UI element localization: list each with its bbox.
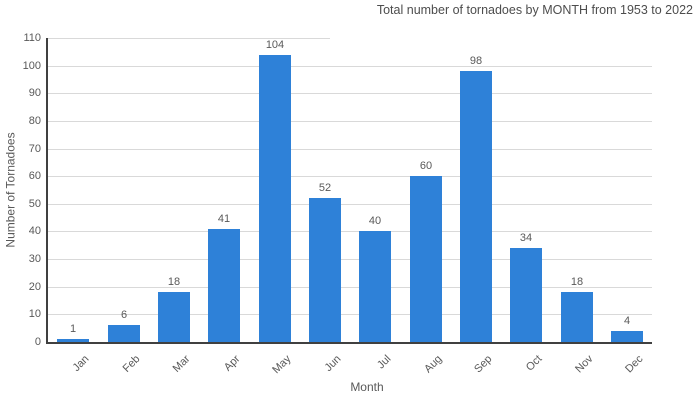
y-tick-label-100: 100 <box>22 60 41 72</box>
x-axis-title: Month <box>350 380 384 394</box>
bar-value-label-sep: 98 <box>469 55 483 67</box>
gridline-100 <box>48 66 652 67</box>
y-tick-label-110: 110 <box>23 32 41 44</box>
bar-oct <box>510 248 542 342</box>
chart-title: Total number of tornadoes by MONTH from … <box>376 3 693 17</box>
y-tick-label-10: 10 <box>28 308 41 320</box>
x-tick-label-dec: Dec <box>623 353 646 376</box>
x-axis-line <box>46 342 652 344</box>
y-tick-label-20: 20 <box>28 281 41 293</box>
gridline-80 <box>48 121 652 122</box>
gridline-40 <box>48 231 652 232</box>
gridline-70 <box>48 149 652 150</box>
x-tick-label-jan: Jan <box>70 353 92 375</box>
gridline-90 <box>48 93 652 94</box>
y-tick-label-80: 80 <box>28 115 41 127</box>
bar-nov <box>561 292 593 342</box>
x-tick-label-jul: Jul <box>375 353 394 372</box>
bar-sep <box>460 71 492 342</box>
bar-jan <box>57 339 89 342</box>
bar-value-label-nov: 18 <box>570 276 584 288</box>
bar-value-label-may: 104 <box>265 39 285 51</box>
y-tick-label-40: 40 <box>28 225 41 237</box>
x-tick-label-nov: Nov <box>573 353 596 376</box>
bar-value-label-oct: 34 <box>519 232 533 244</box>
y-tick-label-50: 50 <box>28 198 41 210</box>
x-tick-label-oct: Oct <box>523 353 545 374</box>
bar-value-label-mar: 18 <box>167 276 181 288</box>
x-tick-label-apr: Apr <box>221 353 243 374</box>
y-axis-line <box>46 38 48 344</box>
gridline-50 <box>48 204 652 205</box>
y-tick-label-30: 30 <box>28 253 41 265</box>
bar-may <box>259 55 291 342</box>
x-tick-label-mar: Mar <box>170 353 193 375</box>
x-tick-label-feb: Feb <box>120 353 143 375</box>
bar-jun <box>309 198 341 342</box>
y-tick-label-0: 0 <box>34 336 41 348</box>
plot-area: 1 6 18 41 104 52 40 60 98 34 18 4 <box>48 38 652 342</box>
x-tick-label-sep: Sep <box>472 353 495 376</box>
bar-mar <box>158 292 190 342</box>
x-tick-label-aug: Aug <box>422 353 445 376</box>
bar-value-label-jun: 52 <box>318 182 332 194</box>
y-tick-label-90: 90 <box>28 87 41 99</box>
bar-jul <box>359 231 391 342</box>
gridline-30 <box>48 259 652 260</box>
bar-aug <box>410 176 442 342</box>
y-axis-title-container: Number of Tornadoes <box>2 38 20 342</box>
bar-value-label-jul: 40 <box>368 215 382 227</box>
gridline-110 <box>48 38 330 39</box>
x-tick-label-may: May <box>270 353 294 377</box>
y-tick-label-70: 70 <box>28 143 41 155</box>
gridline-10 <box>48 314 652 315</box>
bar-value-label-apr: 41 <box>217 213 231 225</box>
bar-value-label-aug: 60 <box>419 160 433 172</box>
y-tick-label-60: 60 <box>28 170 41 182</box>
bar-value-label-feb: 6 <box>120 309 128 321</box>
bar-apr <box>208 229 240 342</box>
bar-value-label-dec: 4 <box>623 315 631 327</box>
bar-dec <box>611 331 643 342</box>
bar-feb <box>108 325 140 342</box>
gridline-20 <box>48 287 652 288</box>
bar-value-label-jan: 1 <box>69 323 77 335</box>
gridline-60 <box>48 176 652 177</box>
x-tick-label-jun: Jun <box>322 353 344 375</box>
